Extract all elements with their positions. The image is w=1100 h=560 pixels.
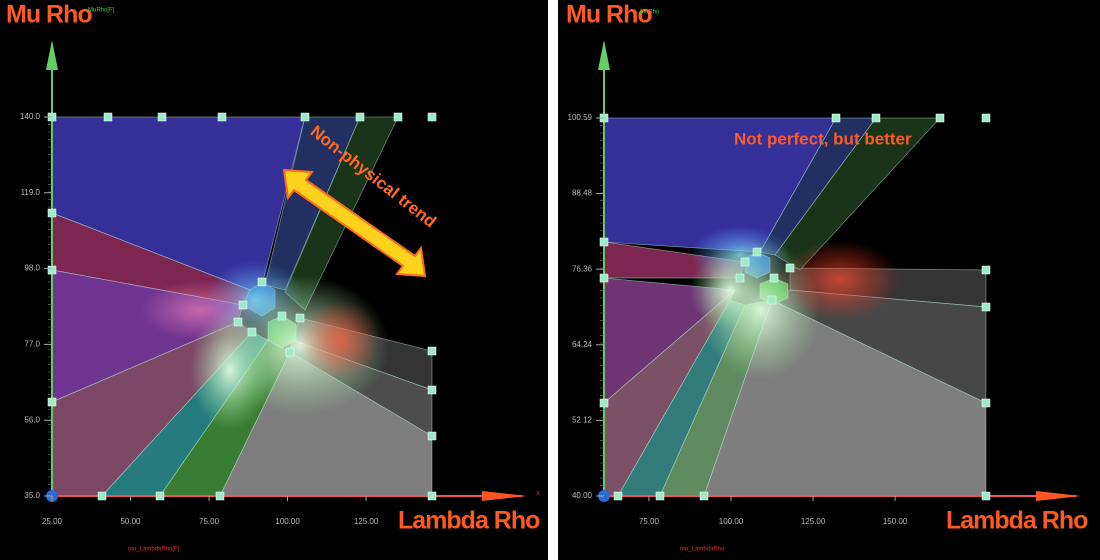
point-cloud — [190, 310, 270, 430]
y-tick-label: 77.0 — [24, 340, 40, 349]
x-arrow — [1036, 491, 1081, 501]
vertex-handle — [981, 302, 991, 312]
y-tick-label: 88.48 — [572, 189, 593, 198]
x-tick-label: 75.00 — [199, 517, 220, 526]
vertex-handle — [981, 491, 991, 501]
vertex-handle — [785, 263, 795, 273]
x-tick-label: 100.00 — [719, 517, 744, 526]
vertex-handle — [599, 273, 609, 283]
vertex-handle — [103, 112, 113, 122]
vertex-handle — [740, 257, 750, 267]
x-tick-label: 25.00 — [42, 517, 63, 526]
vertex-handle — [277, 311, 287, 321]
x-arrow — [482, 491, 527, 501]
y-tick-label: 40.00 — [572, 491, 593, 500]
vertex-handle — [599, 237, 609, 247]
annotation: Not perfect, but better — [734, 129, 912, 148]
vertex-handle — [427, 431, 437, 441]
x-arrow-label: X — [536, 492, 540, 498]
x-axis-name: mu_LambdaRho — [680, 547, 725, 553]
x-tick-label: 125.00 — [354, 517, 379, 526]
y-axis-name: MuRho[F] — [88, 8, 115, 14]
vertex-handle — [427, 491, 437, 501]
y-tick-label: 64.24 — [572, 340, 593, 349]
x-tick-label: 75.00 — [639, 517, 660, 526]
vertex-handle — [769, 273, 779, 283]
vertex-handle — [655, 491, 665, 501]
x-axis-name: mu_LambdaRho[F] — [128, 547, 180, 553]
y-tick-label: 56.0 — [24, 415, 40, 424]
vertex-handle — [935, 113, 945, 123]
y-axis-name: MuRho — [640, 10, 660, 16]
x-title: Lambda Rho — [398, 507, 540, 535]
vertex-handle — [981, 398, 991, 408]
vertex-handle — [735, 273, 745, 283]
vertex-handle — [47, 397, 57, 407]
x-tick-label: 100.00 — [275, 517, 300, 526]
vertex-handle — [393, 112, 403, 122]
vertex-handle — [981, 265, 991, 275]
vertex-handle — [300, 112, 310, 122]
y-title: Mu Rho — [566, 1, 652, 29]
annotation-arrow — [282, 168, 427, 278]
vertex-handle — [752, 247, 762, 257]
vertex-handle — [97, 491, 107, 501]
vertex-handle — [155, 491, 165, 501]
vertex-handle — [355, 112, 365, 122]
x-title: Lambda Rho — [946, 507, 1088, 535]
vertex-handle — [871, 113, 881, 123]
vertex-handle — [427, 346, 437, 356]
vertex-handle — [613, 491, 623, 501]
y-title: Mu Rho — [6, 1, 92, 29]
vertex-handle — [767, 295, 777, 305]
point-cloud — [780, 240, 900, 320]
vertex-handle — [285, 347, 295, 357]
x-tick-label: 125.00 — [801, 517, 826, 526]
vertex-handle — [257, 277, 267, 287]
vertex-handle — [831, 113, 841, 123]
y-tick-label: 119.0 — [21, 188, 41, 197]
vertex-handle — [247, 327, 257, 337]
point-cloud — [300, 300, 380, 380]
vertex-handle — [238, 300, 248, 310]
x-tick-label: 50.00 — [120, 517, 141, 526]
vertex-handle — [47, 265, 57, 275]
vertex-handle — [699, 491, 709, 501]
x-tick-label: 150.00 — [883, 517, 908, 526]
y-arrow — [46, 40, 58, 70]
vertex-handle — [981, 113, 991, 123]
y-arrow — [598, 40, 610, 70]
y-tick-label: 98.0 — [24, 264, 40, 273]
y-tick-label: 76.36 — [572, 264, 593, 273]
vertex-handle — [599, 398, 609, 408]
vertex-handle — [217, 112, 227, 122]
vertex-handle — [427, 385, 437, 395]
y-tick-label: 100.59 — [568, 113, 593, 122]
vertex-handle — [427, 112, 437, 122]
vertex-handle — [233, 317, 243, 327]
vertex-handle — [215, 491, 225, 501]
y-tick-label: 52.12 — [572, 415, 593, 424]
vertex-handle — [157, 112, 167, 122]
point-cloud — [690, 250, 770, 330]
y-tick-label: 140.0 — [20, 112, 41, 121]
y-tick-label: 35.0 — [24, 491, 40, 500]
vertex-handle — [295, 313, 305, 323]
vertex-handle — [47, 208, 57, 218]
